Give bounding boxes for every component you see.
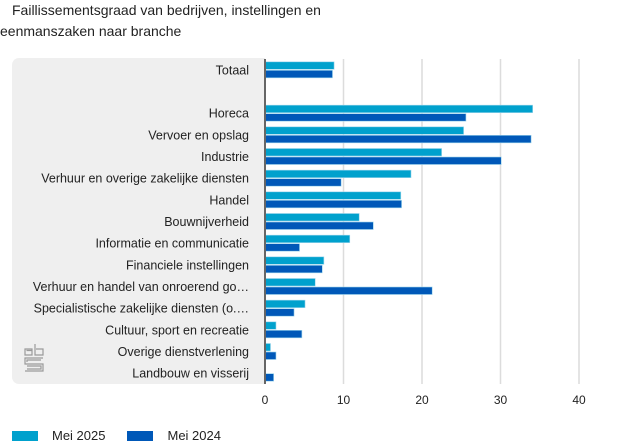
x-tick-label-30: 30 [494, 393, 508, 407]
bar-mei-2025[interactable] [264, 191, 402, 200]
legend-label-mei-2024: Mei 2024 [167, 428, 221, 443]
category-label: Financiele instellingen [126, 258, 249, 272]
cbs-logo-icon [24, 344, 44, 372]
bar-mei-2025[interactable] [264, 256, 325, 265]
category-label: Cultuur, sport en recreatie [105, 323, 249, 337]
category-label: Industrie [201, 150, 249, 164]
x-tick-label-20: 20 [415, 393, 429, 407]
category-label: Vervoer en opslag [148, 128, 249, 142]
category-label: Handel [209, 193, 249, 207]
bar-mei-2024[interactable] [264, 156, 502, 165]
bar-mei-2024[interactable] [264, 373, 274, 382]
legend-item-mei-2025[interactable]: Mei 2025 [12, 428, 105, 443]
bar-mei-2024[interactable] [264, 265, 323, 274]
legend-swatch-mei-2024 [127, 430, 154, 441]
bar-mei-2025[interactable] [264, 321, 277, 330]
x-tick-label-40: 40 [572, 393, 586, 407]
bar-mei-2024[interactable] [264, 113, 467, 122]
bar-mei-2024[interactable] [264, 243, 300, 252]
category-label: Verhuur en overige zakelijke diensten [41, 172, 249, 186]
legend-swatch-mei-2025 [12, 430, 38, 441]
bar-mei-2024[interactable] [264, 330, 303, 339]
category-labels: Totaal Horeca Vervoer en opslag Industrie Ve… [33, 63, 249, 380]
category-label: Landbouw en visserij [132, 367, 249, 381]
category-label: Horeca [209, 107, 249, 121]
bar-mei-2025[interactable] [264, 299, 306, 308]
bar-mei-2024[interactable] [264, 221, 374, 230]
gridlines [342, 59, 580, 384]
bar-mei-2024[interactable] [264, 308, 295, 317]
bar-mei-2024[interactable] [264, 351, 277, 360]
legend-label-mei-2025: Mei 2025 [52, 428, 106, 443]
chart-title-line-1: Faillissementsgraad van bedrijven, inste… [12, 2, 321, 18]
bar-mei-2024[interactable] [264, 200, 402, 209]
category-label: Totaal [216, 63, 249, 77]
x-tick-label-10: 10 [337, 393, 351, 407]
bar-mei-2025[interactable] [264, 169, 412, 178]
bar-mei-2025[interactable] [264, 234, 351, 243]
bar-mei-2025[interactable] [264, 104, 533, 113]
bar-mei-2025[interactable] [264, 61, 335, 70]
legend: Mei 2025 Mei 2024 [12, 428, 221, 443]
bars [264, 61, 533, 382]
x-tick-labels: 0 10 20 30 40 [262, 393, 586, 407]
category-label: Overige dienstverlening [118, 345, 249, 359]
legend-item-mei-2024[interactable]: Mei 2024 [127, 428, 221, 443]
bar-mei-2024[interactable] [264, 286, 433, 295]
category-label-panel [12, 58, 265, 384]
bar-mei-2025[interactable] [264, 148, 442, 157]
chart-title: Faillissementsgraad van bedrijven, inste… [0, 0, 420, 42]
category-label: Informatie en communicatie [95, 237, 249, 251]
bar-mei-2025[interactable] [264, 213, 360, 222]
category-label: Bouwnijverheid [164, 215, 249, 229]
bar-mei-2025[interactable] [264, 278, 316, 287]
bar-mei-2024[interactable] [264, 70, 333, 79]
x-tick-label-0: 0 [262, 393, 269, 407]
chart-title-line-2: eenmanszaken naar branche [0, 23, 182, 39]
bar-mei-2024[interactable] [264, 135, 532, 144]
category-label: Specialistische zakelijke diensten (o.… [34, 302, 249, 316]
bar-mei-2024[interactable] [264, 178, 342, 187]
category-label: Verhuur en handel van onroerend go… [33, 280, 249, 294]
bar-mei-2025[interactable] [264, 126, 464, 135]
